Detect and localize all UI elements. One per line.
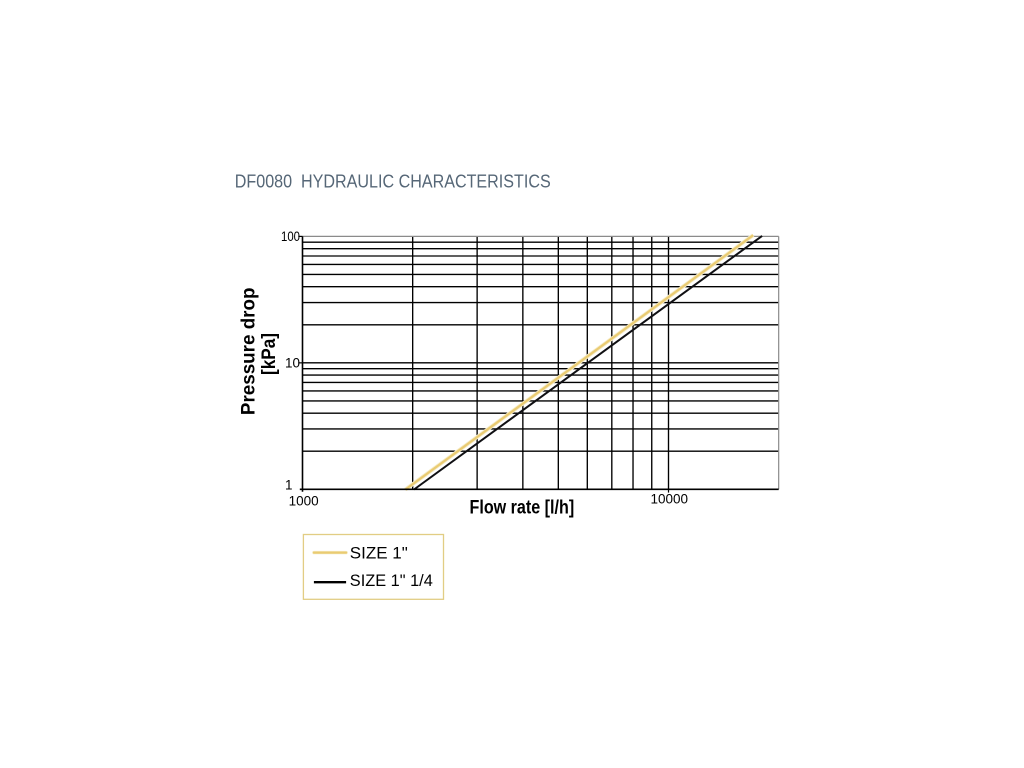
svg-text:10: 10 <box>285 355 300 370</box>
svg-text:SIZE 1" 1/4: SIZE 1" 1/4 <box>350 571 433 590</box>
svg-text:[kPa]: [kPa] <box>259 333 280 375</box>
svg-text:1000: 1000 <box>289 494 319 509</box>
svg-text:SIZE 1": SIZE 1" <box>350 543 408 562</box>
svg-text:10000: 10000 <box>651 491 689 506</box>
svg-text:Pressure drop: Pressure drop <box>239 288 260 416</box>
svg-text:DF0080 HYDRAULIC CHARACTERIST: DF0080 HYDRAULIC CHARACTERISTICS <box>235 171 551 191</box>
svg-text:Flow rate [l/h]: Flow rate [l/h] <box>470 498 575 519</box>
svg-text:100: 100 <box>281 229 300 244</box>
svg-text:1: 1 <box>285 478 293 493</box>
